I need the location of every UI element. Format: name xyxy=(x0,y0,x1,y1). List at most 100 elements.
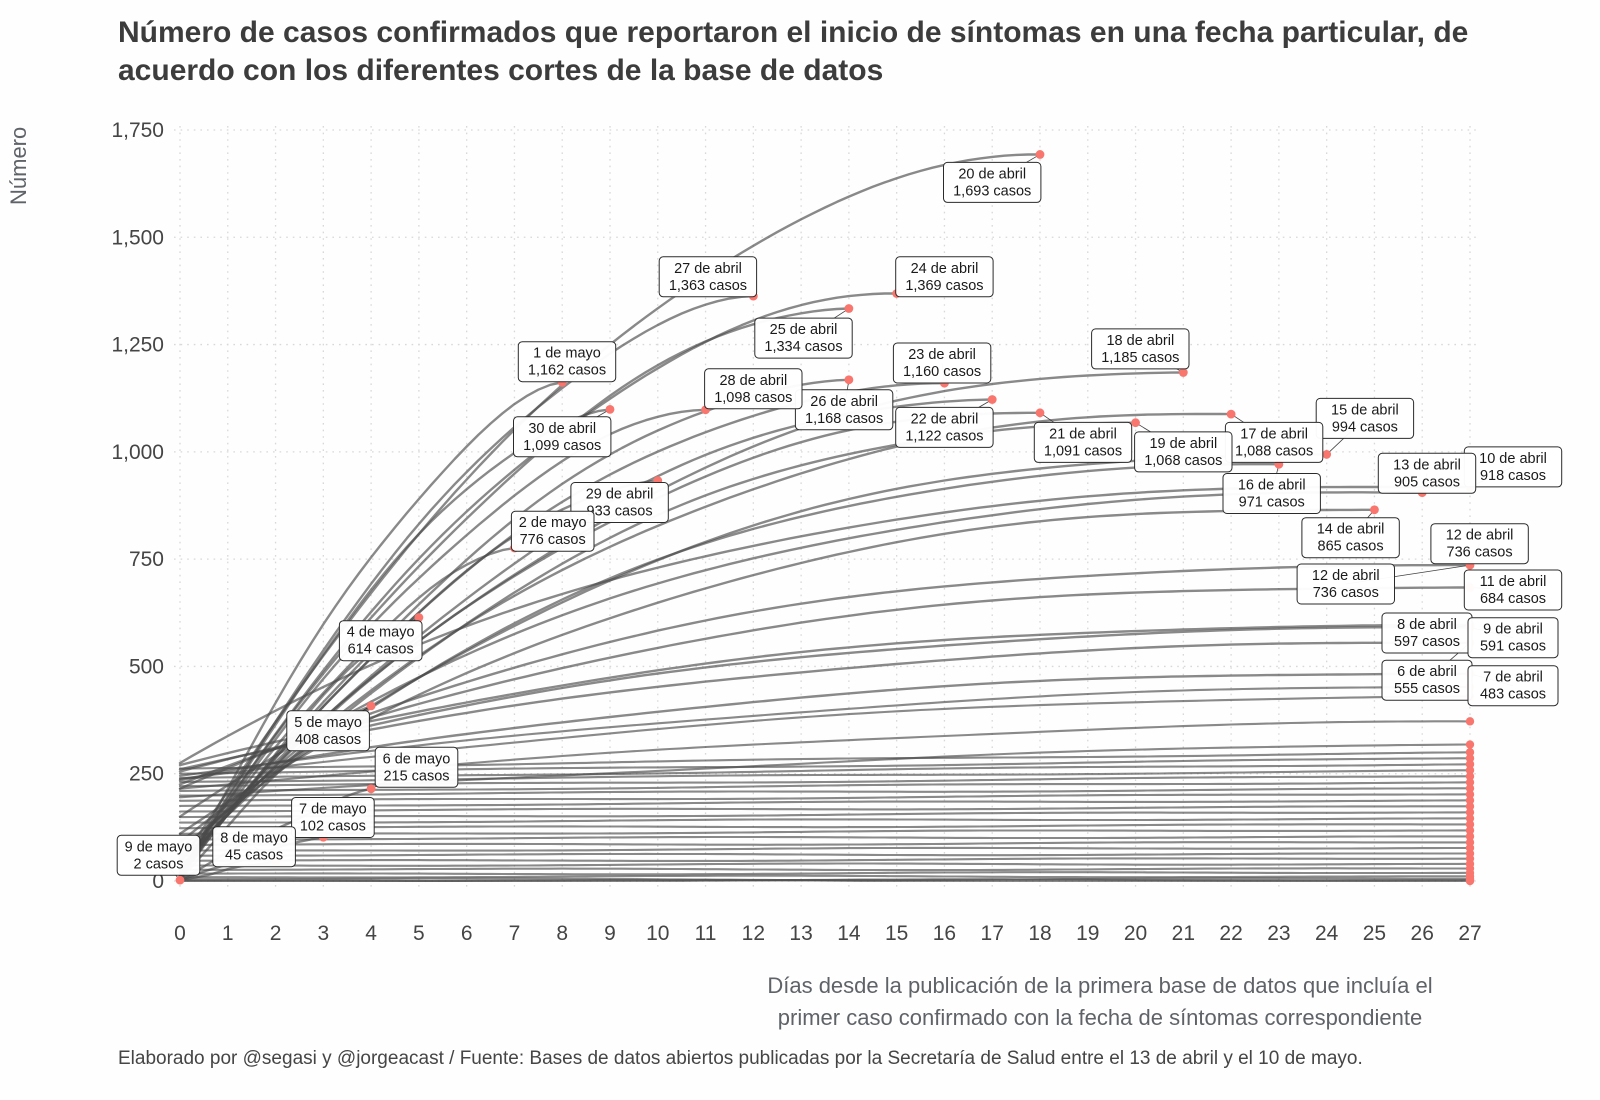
annotation-count: 1,122 casos xyxy=(905,428,983,444)
series-line-unlabeled xyxy=(178,846,1472,852)
endpoint-dot xyxy=(1370,505,1379,515)
annotation-date: 18 de abril xyxy=(1106,333,1174,349)
annotation-count: 684 casos xyxy=(1480,591,1546,607)
x-tick-label: 20 xyxy=(1124,922,1147,945)
endpoint-dot xyxy=(1465,740,1475,749)
annotation-date: 14 de abril xyxy=(1317,522,1385,538)
annotation-date: 26 de abril xyxy=(810,394,878,410)
annotation-box xyxy=(513,416,612,458)
x-tick-label: 4 xyxy=(365,922,377,945)
x-tick-label: 2 xyxy=(270,922,282,945)
annotation-count: 1,693 casos xyxy=(953,183,1031,199)
annotation-date: 17 de abril xyxy=(1240,426,1308,442)
annotation-count: 408 casos xyxy=(295,732,361,748)
series-line xyxy=(178,626,1472,773)
endpoint-dot xyxy=(1226,409,1236,419)
annotation-count: 1,091 casos xyxy=(1044,443,1122,459)
annotation-box xyxy=(286,710,370,752)
annotation-count: 918 casos xyxy=(1480,468,1546,484)
series-line xyxy=(178,381,564,880)
annotation-box xyxy=(1033,421,1133,463)
x-tick-label: 27 xyxy=(1458,922,1481,945)
annotation-box xyxy=(374,746,459,788)
x-tick-label: 3 xyxy=(317,922,329,945)
annotation-date: 10 de abril xyxy=(1479,451,1547,467)
endpoint-dot xyxy=(1465,772,1475,781)
endpoint-dot xyxy=(1465,784,1475,793)
x-tick-label: 15 xyxy=(885,922,908,945)
series-line xyxy=(178,508,1376,835)
annotation-count: 215 casos xyxy=(383,768,449,784)
annotation-date: 30 de abril xyxy=(528,421,596,437)
annotation-date: 19 de abril xyxy=(1149,436,1217,452)
endpoint-dot xyxy=(1465,826,1475,835)
endpoint-dot xyxy=(1465,760,1475,769)
annotation-box xyxy=(1134,431,1233,473)
endpoint-dot xyxy=(1465,820,1475,829)
annotation-box xyxy=(1430,523,1529,565)
annotation-date: 15 de abril xyxy=(1331,402,1399,418)
endpoint-dot xyxy=(1465,876,1475,886)
annotation-date: 7 de mayo xyxy=(299,801,367,817)
annotation-date: 22 de abril xyxy=(911,411,979,427)
annotation-count: 1,369 casos xyxy=(905,278,983,294)
series-line-unlabeled xyxy=(178,781,1472,792)
endpoint-dot xyxy=(1465,802,1475,811)
annotation-count: 1,068 casos xyxy=(1144,453,1222,469)
series-line xyxy=(178,408,707,878)
annotation-count: 597 casos xyxy=(1394,634,1460,650)
series-line-unlabeled xyxy=(178,835,1472,841)
endpoint-dot xyxy=(1465,778,1475,787)
y-tick-label: 500 xyxy=(129,655,164,678)
annotation-date: 8 de mayo xyxy=(220,831,288,847)
series-line xyxy=(178,623,1472,767)
annotation-count: 1,160 casos xyxy=(903,364,981,380)
annotation-date: 9 de abril xyxy=(1483,622,1543,638)
x-tick-label: 23 xyxy=(1267,922,1290,945)
annotation-count: 1,088 casos xyxy=(1235,443,1313,459)
y-tick-label: 1,250 xyxy=(111,334,164,357)
annotation-box xyxy=(1377,452,1477,494)
x-tick-label: 0 xyxy=(174,922,186,945)
series-line-unlabeled xyxy=(178,867,1472,872)
x-tick-label: 7 xyxy=(509,922,521,945)
annotation-count: 1,168 casos xyxy=(805,411,883,427)
annotation-count: 1,162 casos xyxy=(528,363,606,379)
x-tick-label: 25 xyxy=(1363,922,1386,945)
annotation-date: 12 de abril xyxy=(1312,568,1380,584)
x-tick-label: 9 xyxy=(604,922,616,945)
annotation-date: 16 de abril xyxy=(1238,477,1306,493)
annotation-count: 905 casos xyxy=(1394,474,1460,490)
x-tick-label: 24 xyxy=(1315,922,1339,945)
endpoint-dot xyxy=(1465,717,1475,726)
annotation-date: 23 de abril xyxy=(908,347,976,363)
endpoint-dot xyxy=(1465,790,1475,799)
series-line-unlabeled xyxy=(178,823,1472,830)
chart-title: Número de casos confirmados que reportar… xyxy=(118,16,1469,88)
annotation-count: 1,099 casos xyxy=(523,438,601,454)
series-line-unlabeled xyxy=(178,787,1472,797)
annotation-box xyxy=(1467,665,1559,707)
series-line xyxy=(178,586,1472,786)
annotation-date: 13 de abril xyxy=(1393,457,1461,473)
